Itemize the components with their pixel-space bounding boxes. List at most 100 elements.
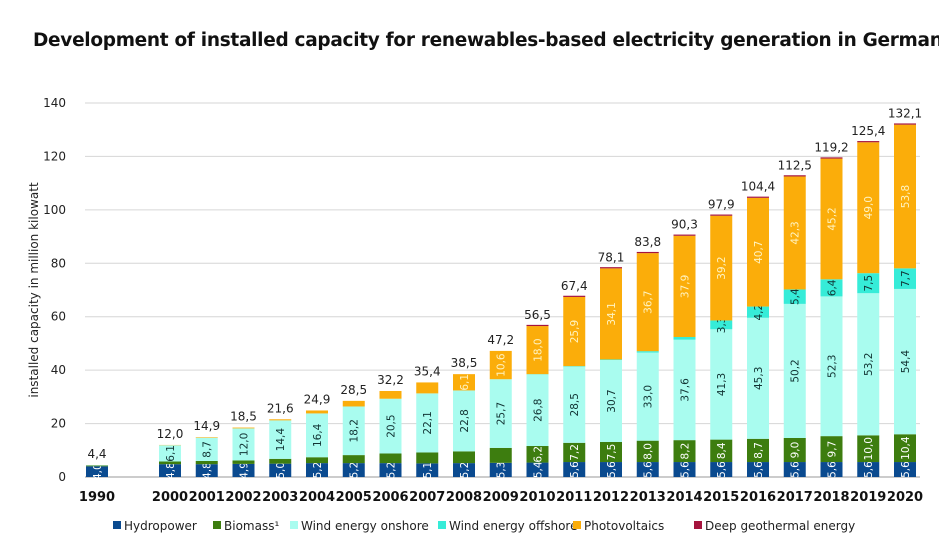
y-tick-label: 140	[43, 96, 66, 110]
total-label: 32,2	[377, 373, 404, 387]
x-tick-label: 2015	[703, 490, 739, 505]
bar-segment	[894, 124, 916, 269]
segment-label: 5,6	[790, 461, 802, 478]
x-tick-label: 1990	[79, 490, 115, 505]
bar-segment	[783, 176, 806, 290]
legend-label: Biomass¹	[224, 519, 279, 533]
x-tick-label: 2002	[225, 490, 261, 505]
bar-segment	[195, 460, 218, 465]
x-tick-label: 2013	[630, 490, 666, 505]
bar-segment	[636, 351, 659, 353]
segment-label: 18,2	[349, 419, 361, 442]
segment-label: 39,2	[716, 256, 728, 279]
bar-segment	[342, 463, 365, 477]
y-tick-label: 100	[43, 203, 66, 217]
segment-label: 5,6	[827, 461, 839, 478]
bar-segment	[379, 390, 402, 399]
bar-segment	[747, 306, 769, 318]
bar-segment	[673, 235, 696, 338]
segment-label: 8,2	[680, 443, 692, 460]
legend-swatch	[438, 521, 446, 529]
total-label: 21,6	[267, 401, 294, 415]
bar-segment	[526, 324, 549, 327]
segment-label: 5,4	[533, 461, 545, 478]
bar-segment	[673, 337, 696, 340]
segment-label: 22,8	[459, 409, 471, 432]
bar-segment	[86, 466, 108, 477]
bar-segment	[489, 462, 512, 477]
bar-segment	[710, 329, 733, 440]
segment-label: 25,7	[496, 402, 508, 425]
segment-label: 6,4	[827, 279, 839, 296]
segment-label: 5,6	[643, 461, 655, 478]
bar-segment	[416, 393, 439, 453]
segment-label: 4,0	[92, 463, 104, 480]
segment-label: 7,2	[569, 444, 581, 461]
bar-segment	[379, 453, 402, 464]
bar-segment	[563, 366, 586, 443]
bar-segment	[820, 158, 843, 280]
segment-label: 7,5	[606, 444, 618, 461]
x-tick-label: 2007	[409, 490, 445, 505]
bar-segment	[636, 352, 659, 441]
bar-segment	[526, 462, 549, 477]
segment-label: 10,0	[863, 437, 875, 460]
bar-segment	[489, 379, 512, 448]
total-label: 119,2	[814, 140, 848, 154]
bar-segment	[710, 462, 733, 477]
bar-segment	[820, 296, 843, 437]
segment-label: 4,2	[753, 304, 765, 321]
bar-segment	[636, 440, 659, 463]
segment-label: 16,4	[312, 423, 324, 447]
bar-segment	[232, 463, 255, 477]
segment-label: 5,4	[790, 288, 802, 305]
x-tick-label: 2009	[483, 490, 519, 505]
total-label: 47,2	[487, 333, 514, 347]
x-tick-label: 2005	[336, 490, 372, 505]
total-label: 112,5	[778, 158, 812, 172]
bar-segment	[600, 359, 622, 443]
bar-segment	[600, 267, 622, 269]
x-tick-label: 2006	[372, 490, 408, 505]
legend-swatch	[573, 521, 581, 529]
bar-segment	[526, 326, 549, 375]
total-label: 38,5	[451, 356, 478, 370]
bar-segment	[747, 462, 769, 477]
bar-segment	[232, 428, 255, 461]
segment-label: 5,6	[569, 461, 581, 478]
bar-segment	[857, 273, 880, 294]
total-label: 4,4	[87, 447, 106, 461]
total-label: 90,3	[671, 218, 698, 232]
total-label: 83,8	[634, 235, 661, 249]
segment-label: 6,1	[459, 374, 471, 391]
bar-segment	[453, 390, 475, 452]
x-tick-label: 2001	[189, 490, 225, 505]
total-label: 125,4	[851, 124, 885, 138]
bar-segment	[857, 142, 880, 274]
legend-swatch	[290, 521, 298, 529]
total-label: 104,4	[741, 180, 775, 194]
segment-label: 5,6	[716, 461, 728, 478]
segment-label: 8,7	[753, 442, 765, 459]
segment-label: 45,2	[827, 207, 839, 230]
bar-segment	[269, 419, 292, 421]
segment-label: 45,3	[753, 367, 765, 390]
segment-label: 5,6	[900, 461, 912, 478]
bar-segment	[600, 462, 622, 477]
bar-segment	[563, 442, 586, 463]
bar-segment	[673, 440, 696, 463]
segment-label: 14,4	[275, 428, 287, 452]
bar-segment	[820, 436, 843, 463]
legend-swatch	[213, 521, 221, 529]
bar-segment	[195, 437, 218, 438]
legend-label: Photovoltaics	[584, 519, 664, 533]
y-axis-label: installed capacity in million kilowatt	[27, 182, 41, 398]
bar-segment	[416, 463, 439, 477]
segment-label: 20,5	[386, 414, 398, 437]
segment-label: 34,1	[606, 302, 618, 325]
bar-segment	[489, 350, 512, 380]
legend-label: Hydropower	[124, 519, 197, 533]
segment-label: 5,6	[606, 461, 618, 478]
bar-segment	[894, 462, 916, 477]
